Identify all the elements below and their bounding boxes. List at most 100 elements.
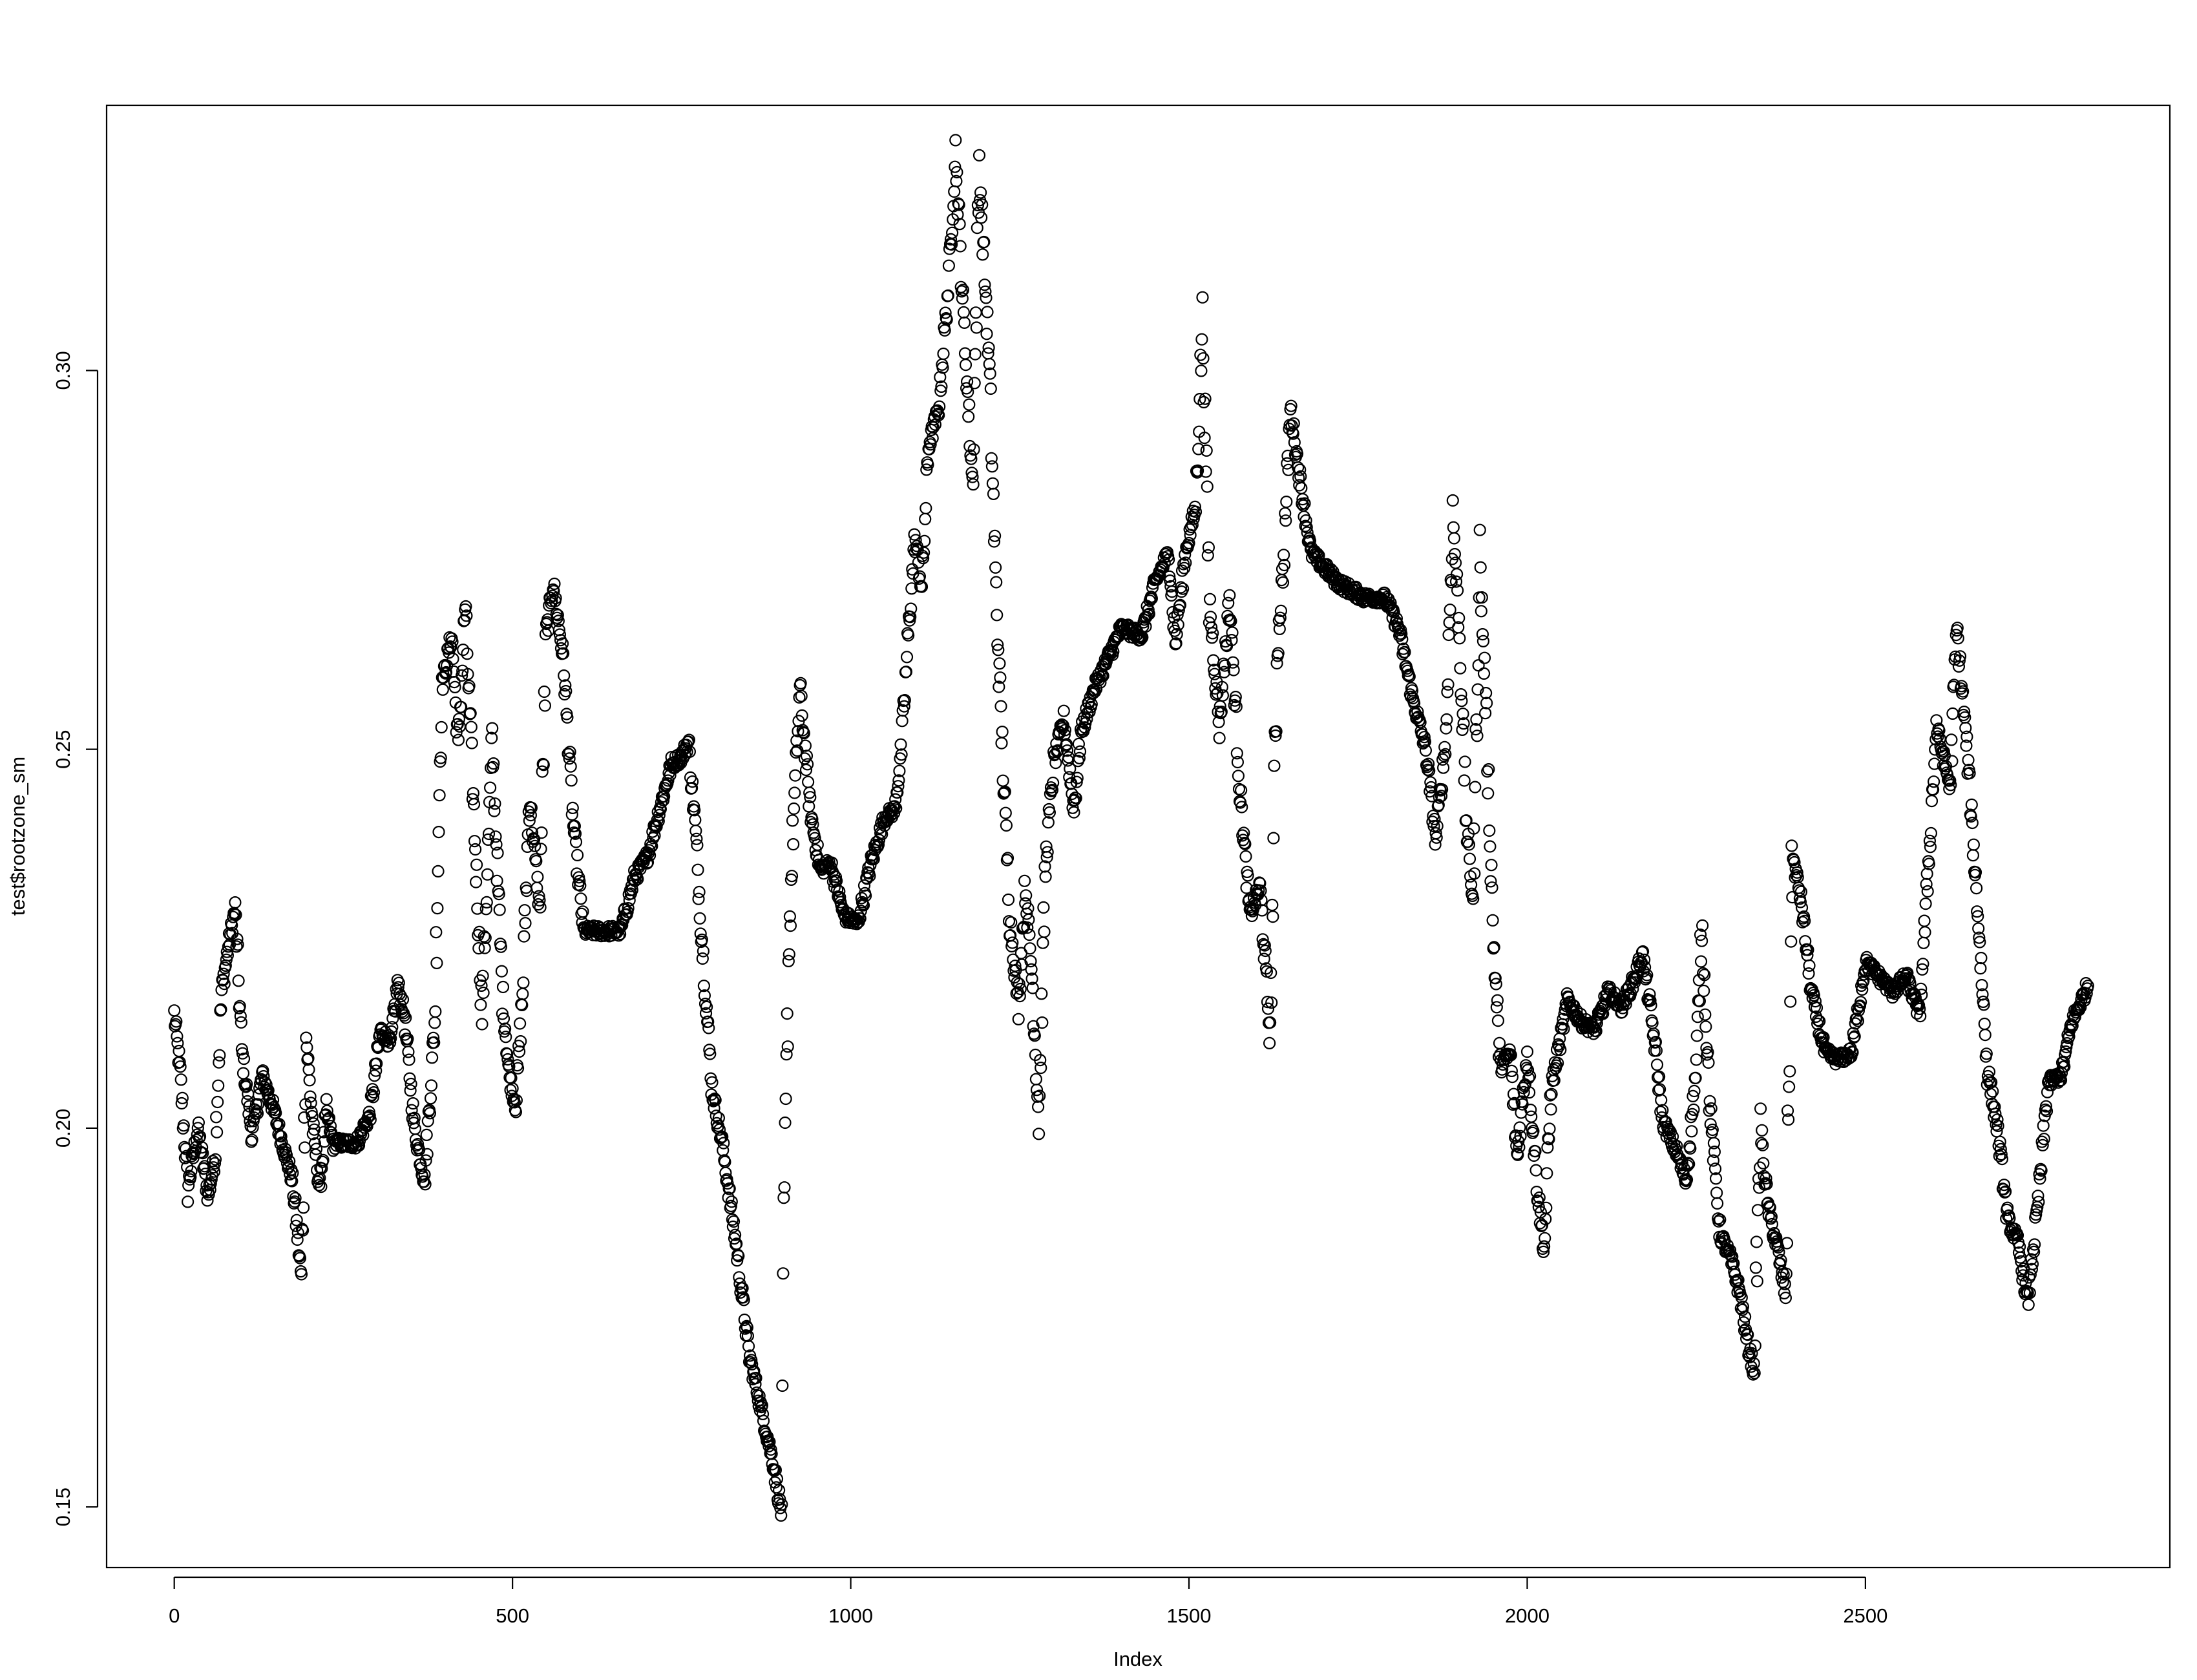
data-point	[1708, 1162, 1722, 1175]
data-point	[1001, 852, 1014, 865]
data-point	[1454, 662, 1467, 675]
data-point	[979, 285, 992, 298]
data-point	[460, 609, 473, 622]
data-point	[994, 671, 1007, 684]
data-point	[1988, 1100, 2001, 1113]
data-point	[1480, 697, 1493, 709]
data-point	[419, 1178, 432, 1191]
data-point	[1153, 569, 1166, 582]
data-point	[1779, 1291, 1792, 1305]
data-point	[564, 760, 577, 773]
data-point	[1210, 688, 1223, 701]
data-point	[974, 211, 988, 224]
data-point	[1453, 611, 1466, 625]
data-point	[364, 1113, 377, 1126]
data-point	[1451, 584, 1464, 597]
data-point	[713, 1123, 726, 1136]
data-point	[1725, 1249, 1738, 1262]
data-point	[988, 529, 1002, 542]
data-point	[2037, 1119, 2050, 1132]
data-point	[403, 1072, 416, 1085]
data-point	[534, 901, 547, 914]
data-point	[1750, 1275, 1763, 1288]
data-point	[212, 1079, 225, 1092]
data-point	[1471, 683, 1484, 696]
data-point	[983, 367, 996, 380]
data-point	[443, 646, 456, 659]
data-point	[1997, 1179, 2011, 1192]
data-point	[1018, 874, 1031, 887]
data-point	[1192, 443, 1205, 456]
data-point	[1812, 1014, 1825, 1027]
data-point	[1774, 1254, 1787, 1267]
data-point	[921, 458, 934, 471]
data-point	[971, 222, 983, 235]
data-point	[1749, 1339, 1761, 1352]
data-point	[1990, 1118, 2003, 1131]
data-point	[176, 1091, 189, 1105]
data-point	[1038, 925, 1051, 938]
data-point	[1971, 910, 1984, 923]
data-point	[1924, 841, 1937, 854]
data-point	[485, 731, 498, 744]
data-point	[397, 1009, 411, 1022]
data-point	[811, 838, 824, 852]
data-point	[1020, 907, 1033, 920]
data-point	[1270, 656, 1283, 670]
x-tick-label: 2000	[1505, 1604, 1550, 1627]
data-point	[173, 1056, 186, 1069]
data-point	[465, 720, 478, 733]
data-point	[246, 1121, 259, 1134]
data-point	[447, 652, 459, 666]
data-point	[1751, 1204, 1764, 1217]
data-point	[1285, 419, 1298, 432]
data-point	[1457, 717, 1470, 730]
data-point	[697, 980, 711, 992]
data-point	[689, 824, 702, 837]
data-point	[1179, 556, 1192, 569]
data-point	[405, 1104, 418, 1117]
data-point	[1687, 1103, 1700, 1117]
data-point	[965, 467, 978, 479]
data-point	[1438, 750, 1451, 762]
data-point	[1946, 707, 1959, 720]
data-point	[1049, 756, 1062, 770]
data-point	[1170, 627, 1183, 641]
data-point	[1298, 497, 1311, 510]
data-point	[1541, 1141, 1554, 1154]
data-point	[1288, 436, 1301, 449]
y-tick-label: 0.15	[52, 1487, 74, 1526]
data-point	[430, 956, 443, 970]
data-point	[1490, 1001, 1503, 1014]
data-point	[1046, 783, 1059, 797]
data-point	[654, 803, 668, 815]
data-point	[1447, 521, 1460, 534]
data-point	[321, 1104, 333, 1117]
data-point	[1437, 761, 1450, 774]
data-point	[446, 635, 459, 648]
data-point	[1173, 598, 1187, 612]
data-point	[1955, 680, 1968, 693]
data-point	[799, 763, 813, 777]
data-point	[231, 932, 244, 945]
data-point	[1013, 977, 1025, 991]
data-point	[208, 1157, 222, 1170]
data-point	[756, 1407, 770, 1420]
data-point	[741, 1321, 754, 1334]
data-point	[1687, 1089, 1699, 1103]
data-point	[1984, 1087, 1997, 1100]
data-point	[1523, 1086, 1536, 1099]
data-point	[1198, 431, 1211, 445]
data-point	[793, 691, 806, 704]
data-point	[992, 644, 1005, 656]
data-point	[466, 793, 479, 806]
data-point	[1060, 738, 1073, 751]
data-point	[1919, 897, 1932, 910]
data-point	[1163, 570, 1176, 583]
data-point	[465, 737, 478, 750]
data-point	[717, 1137, 730, 1150]
data-point	[1807, 989, 1820, 1002]
data-point	[549, 592, 562, 605]
data-point	[1240, 881, 1253, 894]
